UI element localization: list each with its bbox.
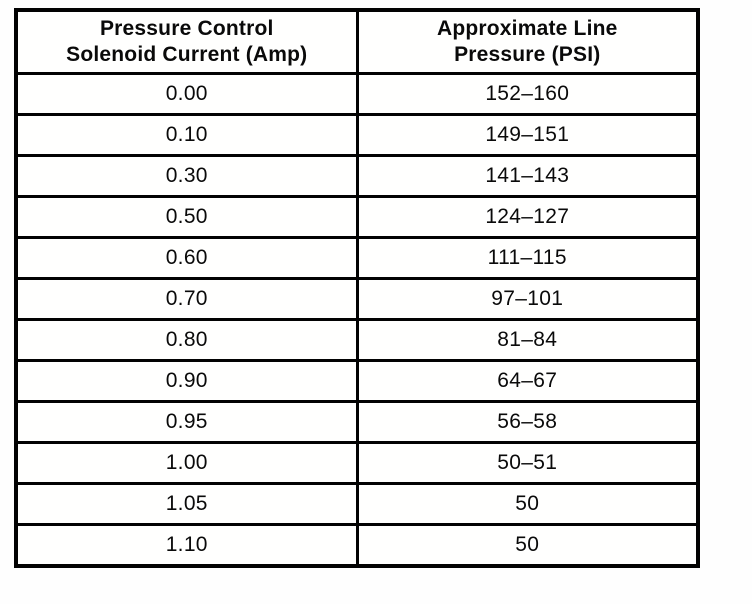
cell-pressure: 64–67: [355, 359, 700, 403]
cell-pressure: 152–160: [355, 72, 700, 116]
cell-pressure: 97–101: [355, 277, 700, 321]
table-row: 0.50 124–127: [14, 195, 700, 239]
pressure-spec-table: Pressure Control Solenoid Current (Amp) …: [14, 8, 700, 568]
cell-current: 1.05: [14, 482, 359, 526]
cell-pressure: 56–58: [355, 400, 700, 444]
header-row: Pressure Control Solenoid Current (Amp) …: [14, 8, 700, 75]
table-row: 1.05 50: [14, 482, 700, 526]
table-row: 0.70 97–101: [14, 277, 700, 321]
cell-current: 0.30: [14, 154, 359, 198]
table-row: 1.00 50–51: [14, 441, 700, 485]
table-row: 0.60 111–115: [14, 236, 700, 280]
cell-pressure: 50: [355, 482, 700, 526]
table-row: 0.30 141–143: [14, 154, 700, 198]
column-header-line-pressure: Approximate Line Pressure (PSI): [355, 8, 700, 75]
cell-current: 0.00: [14, 72, 359, 116]
table-row: 0.10 149–151: [14, 113, 700, 157]
table-row: 0.90 64–67: [14, 359, 700, 403]
cell-pressure: 124–127: [355, 195, 700, 239]
cell-pressure: 149–151: [355, 113, 700, 157]
cell-pressure: 111–115: [355, 236, 700, 280]
table-row: 0.95 56–58: [14, 400, 700, 444]
cell-pressure: 141–143: [355, 154, 700, 198]
cell-pressure: 50: [355, 523, 700, 568]
column-header-solenoid-current: Pressure Control Solenoid Current (Amp): [14, 8, 359, 75]
cell-current: 1.10: [14, 523, 359, 568]
cell-current: 0.50: [14, 195, 359, 239]
cell-current: 0.90: [14, 359, 359, 403]
cell-current: 0.95: [14, 400, 359, 444]
table-row: 0.00 152–160: [14, 72, 700, 116]
cell-current: 0.80: [14, 318, 359, 362]
cell-current: 0.70: [14, 277, 359, 321]
table-row: 0.80 81–84: [14, 318, 700, 362]
cell-pressure: 81–84: [355, 318, 700, 362]
table-row: 1.10 50: [14, 523, 700, 568]
cell-current: 0.10: [14, 113, 359, 157]
cell-current: 1.00: [14, 441, 359, 485]
cell-pressure: 50–51: [355, 441, 700, 485]
cell-current: 0.60: [14, 236, 359, 280]
